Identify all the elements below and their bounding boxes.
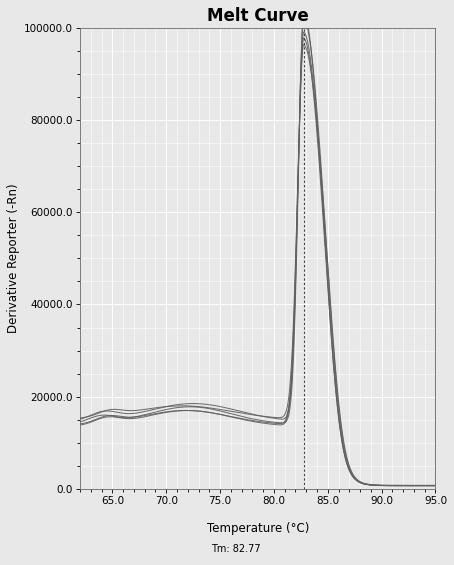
Y-axis label: Derivative Reporter (-Rn): Derivative Reporter (-Rn): [7, 184, 20, 333]
Text: Tm: 82.77: Tm: 82.77: [211, 544, 261, 554]
Title: Melt Curve: Melt Curve: [207, 7, 309, 25]
X-axis label: Temperature (°C): Temperature (°C): [207, 523, 309, 536]
